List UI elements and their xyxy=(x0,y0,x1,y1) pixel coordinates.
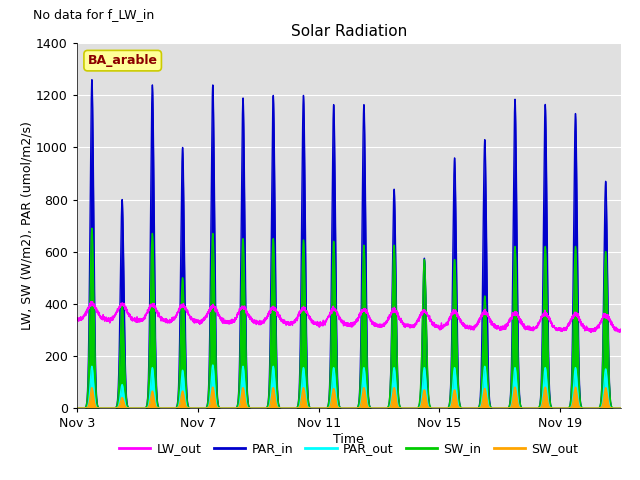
Text: BA_arable: BA_arable xyxy=(88,54,157,67)
Title: Solar Radiation: Solar Radiation xyxy=(291,24,407,39)
Legend: LW_out, PAR_in, PAR_out, SW_in, SW_out: LW_out, PAR_in, PAR_out, SW_in, SW_out xyxy=(114,437,584,460)
Y-axis label: LW, SW (W/m2), PAR (umol/m2/s): LW, SW (W/m2), PAR (umol/m2/s) xyxy=(20,121,33,330)
X-axis label: Time: Time xyxy=(333,433,364,446)
Text: No data for f_LW_in: No data for f_LW_in xyxy=(33,8,154,21)
